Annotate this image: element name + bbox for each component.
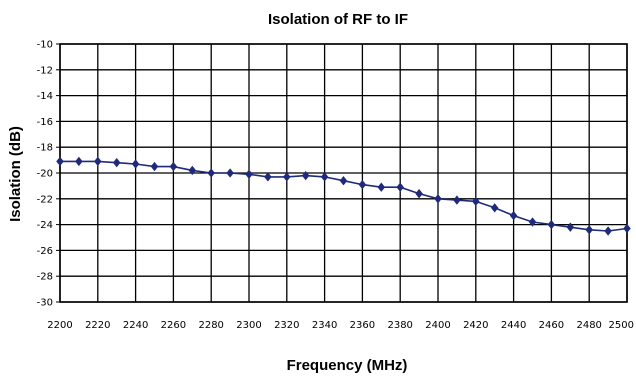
x-tick-label: 2440 xyxy=(501,320,526,331)
data-point-marker xyxy=(245,169,253,179)
data-point-marker xyxy=(358,179,367,190)
y-tick-label: -14 xyxy=(37,91,53,102)
data-point-marker xyxy=(490,203,499,213)
data-point-marker xyxy=(339,176,348,186)
y-tick-label: -12 xyxy=(37,65,53,76)
data-point-marker xyxy=(585,225,593,235)
y-tick-label: -16 xyxy=(37,117,53,128)
x-tick-label: 2400 xyxy=(425,320,450,331)
data-point-marker xyxy=(94,156,102,167)
y-tick-label: -30 xyxy=(37,298,53,309)
data-point-marker xyxy=(112,157,121,168)
y-tick-label: -24 xyxy=(37,220,53,231)
data-point-marker xyxy=(226,168,234,178)
y-tick-label: -26 xyxy=(37,246,53,257)
data-point-marker xyxy=(264,172,272,182)
data-point-marker xyxy=(453,195,461,205)
data-point-marker xyxy=(472,196,480,207)
data-point-marker xyxy=(283,172,291,182)
y-axis-label: Isolation (dB) xyxy=(7,126,24,222)
x-tick-label: 2420 xyxy=(463,320,488,331)
data-point-marker xyxy=(509,210,518,221)
x-tick-label: 2300 xyxy=(236,320,261,331)
data-point-marker xyxy=(377,182,386,192)
data-point-marker xyxy=(131,159,140,169)
data-point-marker xyxy=(188,165,197,176)
data-point-marker xyxy=(207,168,215,178)
x-tick-label: 2500 xyxy=(609,320,634,331)
y-tick-label: -10 xyxy=(37,40,53,51)
x-tick-label: 2220 xyxy=(85,320,110,331)
x-tick-label: 2240 xyxy=(123,320,148,331)
data-point-marker xyxy=(150,161,159,172)
data-point-marker xyxy=(415,188,423,199)
data-point-marker xyxy=(320,172,329,182)
data-point-marker xyxy=(604,226,612,236)
data-point-marker xyxy=(56,156,64,167)
data-point-marker xyxy=(528,217,537,227)
data-point-marker xyxy=(301,170,310,181)
x-axis-label: Frequency (MHz) xyxy=(287,357,408,374)
y-tick-label: -20 xyxy=(37,169,53,180)
data-point-marker xyxy=(396,182,404,192)
x-tick-label: 2320 xyxy=(274,320,299,331)
x-tick-label: 2360 xyxy=(350,320,375,331)
x-tick-label: 2380 xyxy=(387,320,412,331)
data-point-marker xyxy=(434,194,442,204)
data-point-marker xyxy=(566,222,575,232)
data-point-marker xyxy=(75,156,83,167)
grid xyxy=(59,43,628,303)
x-tick-label: 2200 xyxy=(47,320,72,331)
x-tick-label: 2340 xyxy=(312,320,337,331)
y-tick-label: -22 xyxy=(37,194,53,205)
chart-title: Isolation of RF to IF xyxy=(268,11,408,28)
y-tick-label: -18 xyxy=(37,143,53,154)
series-line xyxy=(60,160,628,232)
x-tick-label: 2280 xyxy=(198,320,223,331)
x-tick-label: 2260 xyxy=(161,320,186,331)
y-axis-ticks: -10 -12 -14 -16 -18 -20 -22 -24 -26 -28 -30 xyxy=(37,40,60,309)
x-tick-label: 2460 xyxy=(539,320,564,331)
data-point-marker xyxy=(169,161,178,172)
series-isolation xyxy=(56,156,631,236)
x-tick-label: 2480 xyxy=(576,320,601,331)
y-tick-label: -28 xyxy=(37,272,53,283)
data-point-marker xyxy=(623,223,631,234)
data-point-marker xyxy=(547,219,556,230)
x-axis-ticks: 2200 2220 2240 2260 2280 2300 2320 2340 2360 2380… xyxy=(47,320,634,331)
